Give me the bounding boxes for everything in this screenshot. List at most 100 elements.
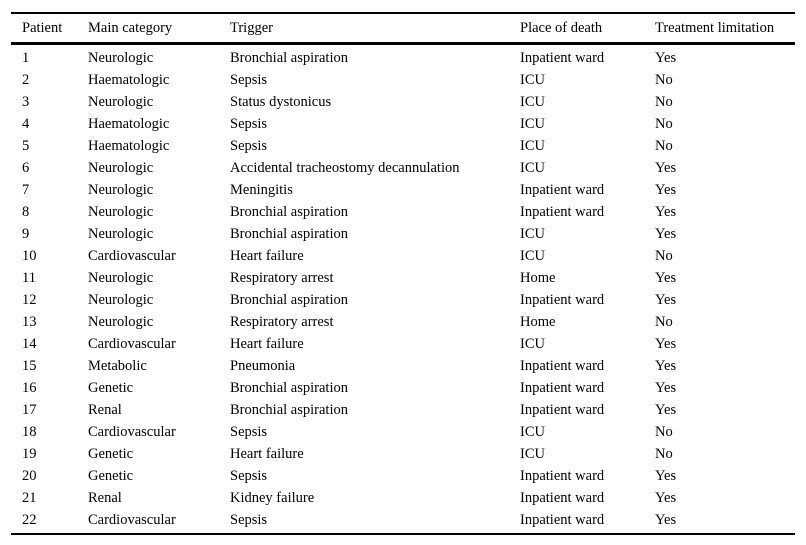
- cell-treatment_limitation: Yes: [655, 49, 677, 66]
- column-header-trigger: Trigger: [230, 19, 273, 36]
- cell-patient: 17: [22, 401, 37, 418]
- cell-patient: 22: [22, 511, 37, 528]
- cell-trigger: Kidney failure: [230, 489, 315, 506]
- cell-trigger: Heart failure: [230, 247, 304, 264]
- cell-place_of_death: ICU: [520, 445, 545, 462]
- cell-place_of_death: Inpatient ward: [520, 379, 605, 396]
- cell-patient: 16: [22, 379, 37, 396]
- table-row: 19 Genetic Heart failure ICU No: [11, 443, 795, 465]
- table-row: 10 Cardiovascular Heart failure ICU No: [11, 245, 795, 267]
- cell-treatment_limitation: Yes: [655, 467, 677, 484]
- cell-patient: 21: [22, 489, 37, 506]
- cell-treatment_limitation: Yes: [655, 335, 677, 352]
- cell-treatment_limitation: Yes: [655, 357, 677, 374]
- cell-place_of_death: Inpatient ward: [520, 401, 605, 418]
- table-row: 7 Neurologic Meningitis Inpatient ward Yes: [11, 179, 795, 201]
- column-header-patient: Patient: [22, 19, 63, 36]
- cell-patient: 7: [22, 181, 30, 198]
- cell-main_category: Genetic: [88, 379, 134, 396]
- cell-place_of_death: Inpatient ward: [520, 291, 605, 308]
- cell-trigger: Bronchial aspiration: [230, 225, 348, 242]
- cell-place_of_death: Inpatient ward: [520, 511, 605, 528]
- cell-trigger: Sepsis: [230, 137, 268, 154]
- cell-trigger: Heart failure: [230, 335, 304, 352]
- cell-trigger: Sepsis: [230, 115, 268, 132]
- cell-trigger: Bronchial aspiration: [230, 49, 348, 66]
- cell-patient: 4: [22, 115, 30, 132]
- cell-place_of_death: Inpatient ward: [520, 489, 605, 506]
- cell-patient: 10: [22, 247, 37, 264]
- column-header-main_category: Main category: [88, 19, 173, 36]
- cell-patient: 5: [22, 137, 30, 154]
- cell-place_of_death: ICU: [520, 225, 545, 242]
- table-row: 3 Neurologic Status dystonicus ICU No: [11, 91, 795, 113]
- table-row: 18 Cardiovascular Sepsis ICU No: [11, 421, 795, 443]
- cell-patient: 8: [22, 203, 30, 220]
- cell-treatment_limitation: Yes: [655, 269, 677, 286]
- cell-patient: 6: [22, 159, 30, 176]
- patient-outcomes-table: Patient Main category Trigger Place of deat…: [11, 12, 795, 535]
- cell-trigger: Bronchial aspiration: [230, 379, 348, 396]
- cell-trigger: Bronchial aspiration: [230, 203, 348, 220]
- cell-patient: 2: [22, 71, 30, 88]
- column-header-treatment_limitation: Treatment limitation: [655, 19, 775, 36]
- cell-main_category: Neurologic: [88, 181, 154, 198]
- cell-treatment_limitation: Yes: [655, 379, 677, 396]
- cell-place_of_death: Home: [520, 269, 556, 286]
- cell-main_category: Haematologic: [88, 115, 170, 132]
- table-row: 4 Haematologic Sepsis ICU No: [11, 113, 795, 135]
- cell-patient: 9: [22, 225, 30, 242]
- cell-main_category: Haematologic: [88, 71, 170, 88]
- cell-main_category: Neurologic: [88, 269, 154, 286]
- cell-treatment_limitation: No: [655, 93, 673, 110]
- cell-trigger: Pneumonia: [230, 357, 296, 374]
- cell-main_category: Cardiovascular: [88, 335, 176, 352]
- cell-main_category: Neurologic: [88, 291, 154, 308]
- cell-patient: 15: [22, 357, 37, 374]
- table-row: 6 Neurologic Accidental tracheostomy decan…: [11, 157, 795, 179]
- cell-place_of_death: ICU: [520, 71, 545, 88]
- cell-treatment_limitation: No: [655, 313, 673, 330]
- cell-main_category: Cardiovascular: [88, 423, 176, 440]
- cell-treatment_limitation: Yes: [655, 291, 677, 308]
- table-row: 11 Neurologic Respiratory arrest Home Yes: [11, 267, 795, 289]
- cell-main_category: Cardiovascular: [88, 247, 176, 264]
- cell-trigger: Meningitis: [230, 181, 293, 198]
- cell-place_of_death: ICU: [520, 159, 545, 176]
- cell-trigger: Respiratory arrest: [230, 269, 334, 286]
- table-header: Patient Main category Trigger Place of deat…: [11, 13, 795, 44]
- cell-trigger: Respiratory arrest: [230, 313, 334, 330]
- cell-treatment_limitation: No: [655, 247, 673, 264]
- cell-trigger: Bronchial aspiration: [230, 401, 348, 418]
- table-row: 15 Metabolic Pneumonia Inpatient ward Yes: [11, 355, 795, 377]
- cell-main_category: Genetic: [88, 467, 134, 484]
- cell-place_of_death: Inpatient ward: [520, 181, 605, 198]
- cell-main_category: Neurologic: [88, 49, 154, 66]
- table-row: 14 Cardiovascular Heart failure ICU Yes: [11, 333, 795, 355]
- table-row: 20 Genetic Sepsis Inpatient ward Yes: [11, 465, 795, 487]
- cell-patient: 18: [22, 423, 37, 440]
- cell-treatment_limitation: Yes: [655, 489, 677, 506]
- cell-treatment_limitation: Yes: [655, 181, 677, 198]
- cell-treatment_limitation: No: [655, 423, 673, 440]
- cell-place_of_death: Inpatient ward: [520, 467, 605, 484]
- cell-main_category: Neurologic: [88, 225, 154, 242]
- cell-place_of_death: ICU: [520, 93, 545, 110]
- cell-patient: 13: [22, 313, 37, 330]
- cell-treatment_limitation: Yes: [655, 159, 677, 176]
- column-header-place_of_death: Place of death: [520, 19, 603, 36]
- cell-treatment_limitation: Yes: [655, 203, 677, 220]
- table-row: 1 Neurologic Bronchial aspiration Inpatient…: [11, 44, 795, 70]
- cell-trigger: Sepsis: [230, 511, 268, 528]
- cell-place_of_death: Inpatient ward: [520, 49, 605, 66]
- cell-main_category: Genetic: [88, 445, 134, 462]
- cell-trigger: Sepsis: [230, 423, 268, 440]
- cell-patient: 1: [22, 49, 30, 66]
- cell-trigger: Accidental tracheostomy decannulation: [230, 159, 460, 176]
- cell-place_of_death: Home: [520, 313, 556, 330]
- cell-place_of_death: ICU: [520, 247, 545, 264]
- cell-patient: 12: [22, 291, 37, 308]
- cell-trigger: Sepsis: [230, 71, 268, 88]
- cell-place_of_death: ICU: [520, 115, 545, 132]
- table-row: 21 Renal Kidney failure Inpatient ward Yes: [11, 487, 795, 509]
